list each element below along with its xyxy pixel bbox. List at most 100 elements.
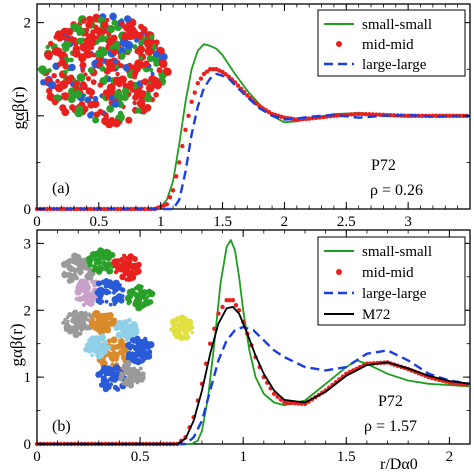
annotation-density-a: ρ = 0.26 [370, 182, 423, 199]
inset-atom [84, 348, 88, 352]
mid-mid-point [282, 400, 287, 405]
legend-label-small-a: small-small [362, 17, 432, 33]
mid-mid-point [391, 113, 397, 118]
inset-atom [143, 336, 148, 342]
inset-atom [139, 339, 144, 344]
inset-atom [97, 280, 102, 286]
inset-atom [121, 32, 130, 41]
legend-b: small-small mid-mid large-large M72 [317, 236, 466, 326]
inset-atom [103, 288, 111, 296]
y-tick-label: 2 [24, 303, 32, 319]
inset-atom [111, 48, 119, 56]
inset-atom [112, 76, 122, 86]
x-tick-label: 2 [446, 449, 454, 465]
inset-atom [40, 79, 47, 86]
inset-atom [69, 35, 75, 41]
inset-atom [179, 314, 185, 320]
inset-atom [96, 290, 103, 297]
annotation-model-b: P72 [378, 393, 403, 410]
inset-atom [93, 111, 99, 117]
inset-atom [68, 63, 76, 72]
legend-label-large-b: large-large [362, 286, 427, 302]
mid-mid-point [227, 298, 232, 303]
inset-atom [170, 328, 176, 333]
inset-atom [104, 387, 110, 392]
inset-atom [100, 312, 104, 317]
inset-atom [126, 261, 133, 268]
inset-atom [55, 78, 60, 84]
inset-atom [81, 18, 87, 24]
inset-atom [176, 333, 183, 340]
series-small-small [37, 239, 471, 445]
inset-atom [56, 61, 63, 67]
inset-atom [105, 17, 110, 23]
inset-atom [75, 259, 82, 266]
inset-atom [123, 25, 131, 32]
inset-atom [110, 336, 118, 344]
inset-atom [67, 74, 75, 81]
inset-atom [60, 261, 68, 268]
inset-atom [89, 320, 97, 328]
inset-atom [132, 44, 138, 50]
inset-atom [108, 320, 116, 327]
inset-atom [75, 290, 80, 296]
x-tick-label: 0 [33, 449, 41, 465]
inset-atom [118, 34, 123, 38]
mid-mid-point [434, 113, 439, 119]
inset-atom [148, 34, 155, 40]
inset-atom [115, 258, 121, 264]
inset-atom [73, 89, 83, 99]
inset-atom [82, 311, 89, 318]
inset-atom [115, 323, 121, 329]
mid-mid-point [216, 311, 221, 316]
inset-atom [38, 65, 47, 74]
mid-mid-point [198, 76, 204, 81]
inset-atom [65, 28, 74, 36]
inset-atom [76, 73, 86, 82]
inset-atom [187, 327, 192, 332]
mid-mid-point [145, 206, 151, 212]
inset-atom [140, 26, 148, 34]
inset-atom [109, 12, 117, 21]
inset-atom [122, 64, 130, 72]
inset-atom [119, 372, 124, 377]
inset-atom [74, 296, 80, 302]
inset-atom [115, 71, 120, 77]
mid-mid-point [356, 111, 361, 117]
inset-atom [144, 47, 154, 56]
inset-atom [148, 350, 153, 355]
inset-atom [138, 350, 144, 356]
inset-atom [121, 365, 128, 372]
mid-mid-point [211, 67, 216, 72]
inset-atom [121, 342, 127, 348]
mid-mid-point [306, 116, 312, 121]
ylabel-a-text: gαβ(r) [9, 86, 28, 129]
inset-atom [87, 275, 94, 281]
mid-mid-point [167, 195, 173, 200]
inset-atom [184, 319, 190, 325]
inset-atom [67, 265, 75, 272]
inset-atom [138, 51, 144, 57]
inset-atom [134, 368, 139, 374]
inset-atom [51, 73, 57, 79]
panel-label-b: (b) [52, 418, 71, 435]
inset-atom [88, 292, 96, 300]
mid-mid-point [212, 326, 217, 331]
inset-atom [100, 375, 107, 382]
inset-atom [107, 253, 111, 257]
mid-mid-point [115, 206, 120, 212]
y-tick-label: 0 [24, 202, 32, 218]
inset-atom [48, 40, 54, 47]
inset-atom [77, 271, 83, 276]
x-tick-label: 0.5 [89, 214, 108, 230]
inset-atom [140, 371, 146, 377]
panel-a: 0 0.5 1 1.5 2 2.5 3 0 1 2 gαβ(r) P72 ρ = 0.26 (a)… [9, 3, 471, 230]
inset-atom [106, 24, 116, 34]
x-tick-label: 0 [33, 214, 41, 230]
inset-atom [54, 83, 64, 93]
inset-atom [111, 282, 118, 289]
inset-atom [78, 279, 86, 286]
ticks-a: 0 0.5 1 1.5 2 2.5 3 0 1 2 [24, 4, 471, 230]
inset-atom [86, 258, 93, 265]
inset-atom [146, 295, 150, 299]
